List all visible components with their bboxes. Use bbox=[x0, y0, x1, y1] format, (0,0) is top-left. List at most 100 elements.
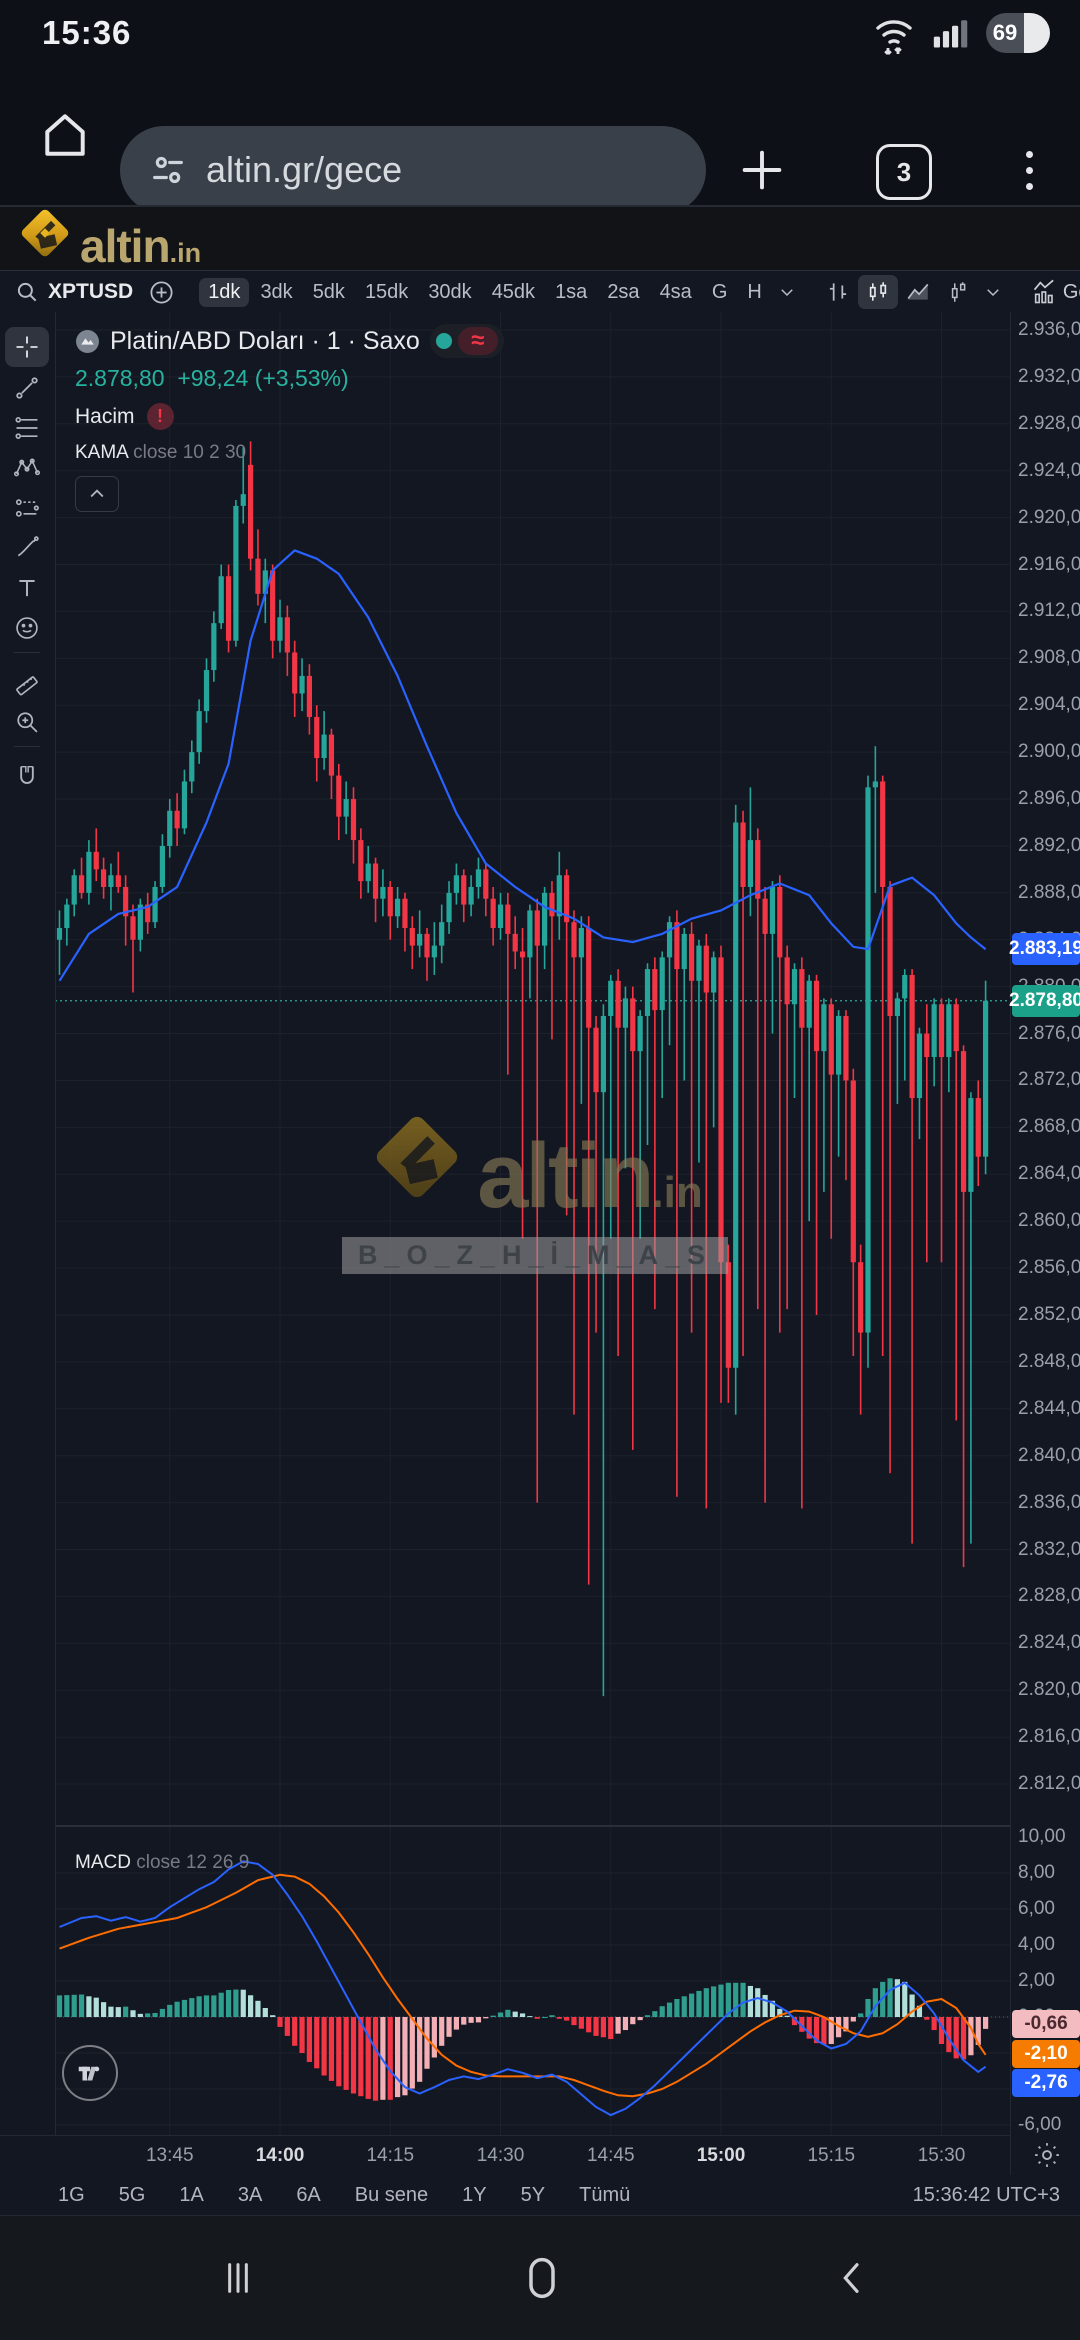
tool-magnet[interactable] bbox=[5, 756, 49, 796]
altin-diamond-icon bbox=[16, 204, 74, 262]
price-tick: 2.828,00 bbox=[1018, 1585, 1080, 1607]
symbol-title[interactable]: Platin/ABD Doları · 1 · Saxo bbox=[110, 326, 420, 355]
volume-error-icon[interactable]: ! bbox=[146, 403, 174, 430]
market-status[interactable]: ≈ bbox=[429, 324, 504, 358]
range-tab-6A[interactable]: 6A bbox=[296, 2184, 321, 2206]
macd-title[interactable]: MACD bbox=[75, 1852, 131, 1873]
tool-forecast[interactable] bbox=[5, 488, 49, 528]
interval-H[interactable]: H bbox=[747, 280, 762, 303]
price-tick: 2.912,00 bbox=[1018, 600, 1080, 622]
interval-1sa[interactable]: 1sa bbox=[555, 280, 588, 303]
chart-toolbar: XPTUSD 1dk 3dk 5dk 15dk 30dk 45dk 1sa 2sa 4sa G H bbox=[0, 270, 1080, 313]
axis-settings-gear-icon[interactable] bbox=[1032, 2140, 1062, 2170]
area-style-icon[interactable] bbox=[898, 275, 938, 309]
interval-G[interactable]: G bbox=[711, 280, 728, 303]
tool-xabcd-pattern[interactable] bbox=[5, 448, 49, 488]
range-tab-Tümü[interactable]: Tümü bbox=[579, 2184, 631, 2206]
tool-zoom-in[interactable] bbox=[5, 702, 49, 742]
price-tick: 2.876,00 bbox=[1018, 1022, 1080, 1044]
price-tick: 2.928,00 bbox=[1018, 412, 1080, 434]
status-bar: 15:36 69 bbox=[0, 0, 1080, 70]
price-tick: 2.924,00 bbox=[1018, 459, 1080, 481]
new-tab-button[interactable] bbox=[736, 144, 788, 196]
intervals-chevron-icon[interactable] bbox=[778, 283, 796, 301]
bars-style-icon[interactable] bbox=[818, 275, 858, 309]
range-selector: 1G 5G 1A 3A 6A Bu sene 1Y 5Y Tümü 15:36:42 UTC+3 bbox=[0, 2175, 1080, 2216]
recents-button[interactable] bbox=[208, 2250, 268, 2306]
kama-indicator-label[interactable]: KAMA bbox=[75, 442, 128, 463]
drawing-toolbar bbox=[0, 312, 56, 2175]
range-tab-Bu sene[interactable]: Bu sene bbox=[354, 2184, 429, 2206]
range-tab-1Y[interactable]: 1Y bbox=[462, 2184, 487, 2206]
home-nav-button[interactable] bbox=[512, 2250, 572, 2306]
url-bar[interactable]: altin.gr/gece bbox=[120, 126, 706, 214]
signal-icon bbox=[932, 13, 972, 53]
tool-crosshair[interactable] bbox=[5, 327, 49, 367]
last-price: 2.878,80 bbox=[75, 365, 165, 391]
site-logo[interactable]: altin .in bbox=[16, 204, 201, 273]
tab-count: 3 bbox=[896, 156, 912, 187]
pane-separator[interactable] bbox=[0, 1825, 1080, 1827]
back-button[interactable] bbox=[822, 2250, 882, 2306]
price-tick: 2.816,00 bbox=[1018, 1726, 1080, 1748]
range-tab-3A[interactable]: 3A bbox=[237, 2184, 263, 2206]
style-chevron-icon[interactable] bbox=[984, 283, 1002, 301]
close-value-pill: 2.878,80 bbox=[1009, 984, 1080, 1017]
tool-brush[interactable] bbox=[5, 528, 49, 568]
range-tab-5G[interactable]: 5G bbox=[118, 2184, 146, 2206]
tradingview-logo[interactable] bbox=[62, 2045, 118, 2101]
interval-1dk[interactable]: 1dk bbox=[199, 277, 250, 307]
interval-3dk[interactable]: 3dk bbox=[260, 280, 293, 303]
price-tick: 2.908,00 bbox=[1018, 647, 1080, 669]
macd-tick: 4,00 bbox=[1018, 1934, 1055, 1955]
macd-params: close 12 26 9 bbox=[136, 1852, 250, 1873]
macd-pane[interactable] bbox=[55, 1827, 1010, 2135]
macd-tick: 10,00 bbox=[1018, 1826, 1066, 1847]
tool-measure[interactable] bbox=[5, 662, 49, 702]
range-tab-1G[interactable]: 1G bbox=[58, 2184, 85, 2206]
interval-45dk[interactable]: 45dk bbox=[491, 280, 536, 303]
tool-trend-line[interactable] bbox=[5, 368, 49, 408]
interval-30dk[interactable]: 30dk bbox=[428, 280, 472, 303]
indicators-button[interactable]: Göstergeler bbox=[1024, 274, 1080, 310]
wifi-icon bbox=[870, 10, 918, 56]
interval-5dk[interactable]: 5dk bbox=[312, 280, 345, 303]
interval-15dk[interactable]: 15dk bbox=[364, 280, 409, 303]
price-tick: 2.812,00 bbox=[1018, 1773, 1080, 1795]
site-settings-icon[interactable] bbox=[148, 150, 188, 190]
price-tick: 2.872,00 bbox=[1018, 1069, 1080, 1091]
home-button[interactable] bbox=[40, 105, 90, 165]
price-tick: 2.840,00 bbox=[1018, 1444, 1080, 1466]
tab-switcher-button[interactable]: 3 bbox=[876, 144, 932, 200]
tool-text[interactable] bbox=[5, 568, 49, 608]
range-tab-5Y[interactable]: 5Y bbox=[520, 2184, 546, 2206]
symbol-search-button[interactable]: XPTUSD bbox=[14, 279, 141, 305]
time-tick: 15:15 bbox=[807, 2145, 856, 2166]
browser-menu-button[interactable] bbox=[1014, 140, 1044, 200]
tool-emoji[interactable] bbox=[5, 608, 49, 648]
price-tick: 2.848,00 bbox=[1018, 1350, 1080, 1372]
compare-add-button[interactable] bbox=[141, 275, 182, 310]
price-axis[interactable]: 2.936,00 2.932,00 2.928,00 2.924,00 2.920,00… bbox=[1009, 312, 1080, 2175]
hollow-candles-style-icon[interactable] bbox=[938, 275, 978, 309]
session-clock[interactable]: 15:36:42 UTC+3 bbox=[912, 2184, 1060, 2206]
brand-name: altin bbox=[80, 220, 171, 272]
chart-widget[interactable]: altin .in B_O_Z_H_İ_M_A_S bbox=[0, 312, 1080, 2176]
site-header: altin .in bbox=[0, 204, 1080, 273]
interval-4sa[interactable]: 4sa bbox=[659, 280, 692, 303]
price-tick: 2.832,00 bbox=[1018, 1538, 1080, 1560]
range-tab-1A[interactable]: 1A bbox=[179, 2184, 204, 2206]
legend-collapse-button[interactable] bbox=[75, 476, 119, 512]
price-readout: 2.878,80 +98,24 (+3,53%) bbox=[75, 365, 504, 392]
price-tick: 2.904,00 bbox=[1018, 694, 1080, 716]
time-axis[interactable]: 13:45 14:00 14:15 14:30 14:45 15:00 15:15 15:30 bbox=[0, 2135, 1080, 2176]
symbol-name: XPTUSD bbox=[48, 280, 134, 303]
volume-indicator-label[interactable]: Hacim bbox=[75, 404, 135, 428]
candles-style-icon[interactable] bbox=[857, 275, 898, 309]
price-tick: 2.852,00 bbox=[1018, 1303, 1080, 1325]
tool-fib-retracement[interactable] bbox=[5, 408, 49, 448]
price-pane[interactable] bbox=[55, 312, 1010, 1825]
price-tick: 2.932,00 bbox=[1018, 365, 1080, 387]
interval-2sa[interactable]: 2sa bbox=[607, 280, 640, 303]
